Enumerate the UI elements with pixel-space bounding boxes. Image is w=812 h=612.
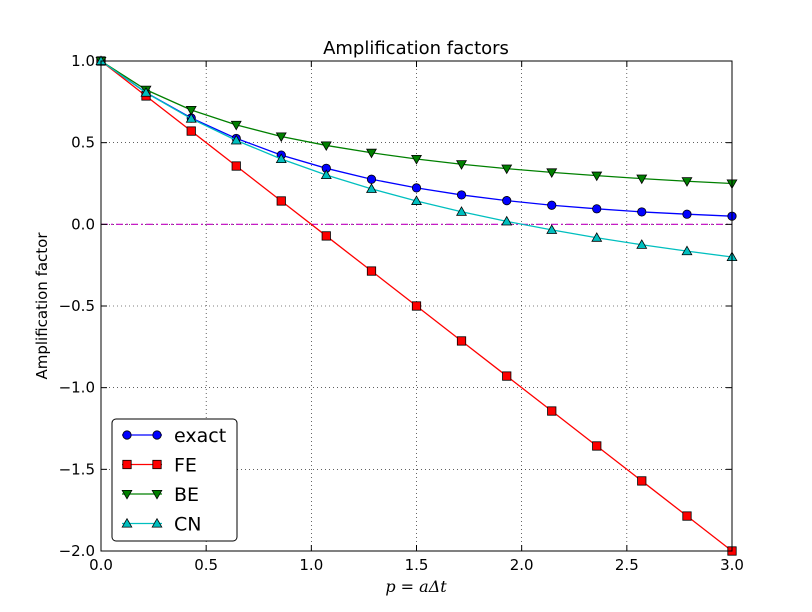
x-tick-label: 0.0: [89, 556, 113, 574]
data-point-CN: [636, 239, 648, 249]
data-point-FE: [456, 336, 467, 346]
ticks: 0.0 0.5 1.0 1.5 2.0 2.5 3.0 1.0 0.5 0.0 −0.5 −1.0 −1…: [59, 52, 744, 574]
data-point-BE: [636, 174, 648, 185]
y-tick-label: 0.0: [71, 215, 95, 233]
data-point-BE: [501, 164, 513, 175]
data-point-BE: [185, 106, 197, 116]
data-point-BE: [591, 171, 603, 182]
data-point-CN: [230, 134, 242, 145]
legend-marker: [121, 517, 133, 528]
legend-label: CN: [174, 514, 201, 536]
y-tick-label: 1.0: [71, 52, 95, 70]
legend-marker: [151, 489, 163, 500]
legend-marker: [122, 430, 132, 440]
data-point-CN: [681, 245, 693, 256]
legend-entry-BE: BE: [121, 484, 199, 506]
data-point-BE: [546, 168, 558, 178]
data-point-FE: [231, 161, 241, 171]
data-point-CN: [365, 183, 377, 193]
series-CN: [95, 55, 738, 262]
data-point-exact: [682, 209, 692, 219]
x-tick-label: 2.0: [510, 556, 534, 574]
x-tick-label: 3.0: [720, 556, 744, 574]
data-point-CN: [320, 169, 332, 180]
y-tick-label: −1.5: [59, 460, 95, 478]
series-FE: [96, 56, 737, 556]
data-point-CN: [456, 206, 468, 216]
legend-entry-exact: exact: [122, 425, 226, 447]
data-point-FE: [637, 476, 647, 486]
data-point-BE: [365, 148, 377, 159]
series-BE: [95, 57, 738, 190]
legend-label: exact: [174, 425, 226, 447]
data-point-FE: [276, 196, 286, 206]
legend-entry-FE: FE: [122, 455, 197, 477]
data-point-CN: [411, 195, 422, 205]
data-point-FE: [547, 406, 557, 416]
data-point-exact: [592, 204, 602, 214]
series-line-exact: [100, 60, 733, 217]
data-point-BE: [456, 160, 468, 170]
data-point-CN: [275, 153, 287, 164]
legend: exact FE BE CN: [111, 418, 238, 542]
y-tick-label: −1.0: [59, 379, 95, 397]
data-point-CN: [140, 87, 152, 97]
data-point-FE: [502, 371, 512, 381]
data-point-exact: [502, 196, 512, 206]
data-point-FE: [592, 441, 602, 451]
legend-marker: [152, 430, 162, 440]
legend-marker: [151, 517, 163, 528]
legend-box: [111, 418, 238, 542]
data-point-CN: [185, 113, 197, 123]
data-point-CN: [546, 224, 558, 234]
data-point-BE: [681, 177, 693, 187]
x-tick-label: 0.5: [194, 556, 218, 574]
x-tick-label: 2.5: [615, 556, 639, 574]
data-point-FE: [186, 126, 196, 136]
chart-title: Amplification factors: [323, 38, 509, 59]
data-point-FE: [682, 511, 692, 521]
legend-marker: [152, 459, 162, 470]
data-point-BE: [320, 141, 332, 152]
legend-entry-CN: CN: [121, 514, 201, 536]
x-axis-label: p = aΔt: [385, 577, 447, 596]
legend-label: FE: [174, 455, 197, 477]
data-point-CN: [591, 232, 603, 242]
data-point-FE: [411, 301, 422, 311]
data-point-BE: [230, 120, 242, 131]
x-tick-label: 1.5: [405, 556, 429, 574]
y-tick-label: 0.5: [71, 134, 95, 152]
data-point-exact: [366, 174, 377, 184]
legend-marker: [122, 459, 132, 470]
legend-label: BE: [174, 484, 199, 506]
data-point-BE: [411, 154, 422, 165]
data-point-FE: [366, 266, 377, 276]
data-point-exact: [637, 207, 647, 217]
data-point-exact: [456, 190, 467, 200]
data-point-CN: [501, 215, 513, 226]
data-point-exact: [547, 200, 557, 210]
y-axis-label: Amplification factor: [33, 232, 51, 380]
y-tick-label: −2.0: [59, 542, 95, 560]
data-point-FE: [321, 231, 331, 241]
data-point-exact: [411, 183, 422, 193]
legend-marker: [121, 489, 133, 500]
data-point-BE: [275, 132, 287, 143]
y-tick-label: −0.5: [59, 297, 95, 315]
series-layer: [95, 55, 738, 556]
x-tick-label: 1.0: [299, 556, 323, 574]
